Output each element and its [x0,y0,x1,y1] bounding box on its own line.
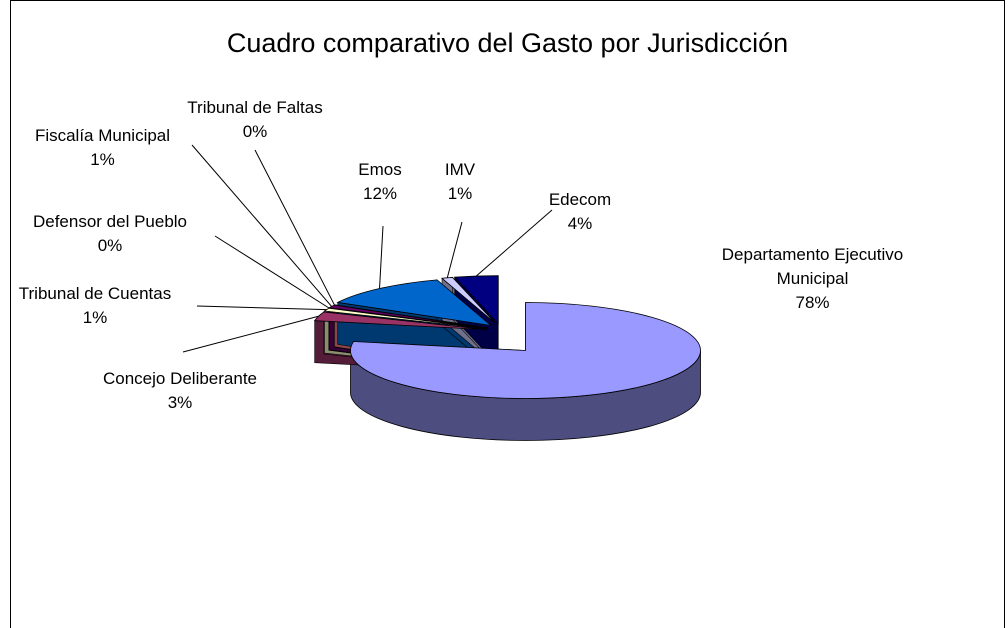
slice [336,279,493,327]
leader-line [254,149,335,306]
value-label: 1% [90,150,115,169]
data-label: Departamento Ejecutivo Municipal 78% [705,243,920,315]
value-label: 3% [167,393,193,412]
category-label: IMV [444,160,476,179]
slice [441,277,497,325]
category-label: Emos [358,160,402,179]
leader-line [196,305,327,311]
chart-border [10,0,1005,628]
category-label: Edecom [548,190,612,209]
chart-title: Cuadro comparativo del Gasto por Jurisdi… [226,28,789,58]
value-label: 78% [795,293,830,312]
category-label: Fiscalía Municipal [34,126,171,145]
slice [350,302,701,399]
data-label: Emos 12% [345,158,415,206]
leader-line [191,144,332,307]
data-label: Tribunal de Faltas 0% [160,96,350,144]
data-label: Concejo Deliberante 3% [80,367,280,415]
value-label: 4% [567,214,593,233]
data-label: Tribunal de Cuentas 1% [0,282,195,330]
leader-line [214,235,330,309]
slice-tops [313,275,701,399]
value-label: 1% [447,184,473,203]
category-label: Departamento Ejecutivo Municipal [721,245,904,288]
data-label: IMV 1% [425,158,495,206]
data-label: Edecom 4% [530,188,630,236]
data-label: Defensor del Pueblo 0% [10,210,210,258]
leader-line [446,221,463,278]
data-label: Fiscalía Municipal 1% [10,124,195,172]
leader-line [182,315,319,353]
leader-line [475,209,553,277]
category-label: Tribunal de Faltas [187,98,323,117]
slice [313,311,487,331]
category-label: Tribunal de Cuentas [18,284,172,303]
category-label: Concejo Deliberante [102,369,258,388]
value-label: 12% [362,184,398,203]
leader-line [379,225,384,289]
value-label: 0% [97,236,123,255]
value-label: 0% [242,122,268,141]
value-label: 1% [82,308,108,327]
category-label: Defensor del Pueblo [32,212,188,231]
